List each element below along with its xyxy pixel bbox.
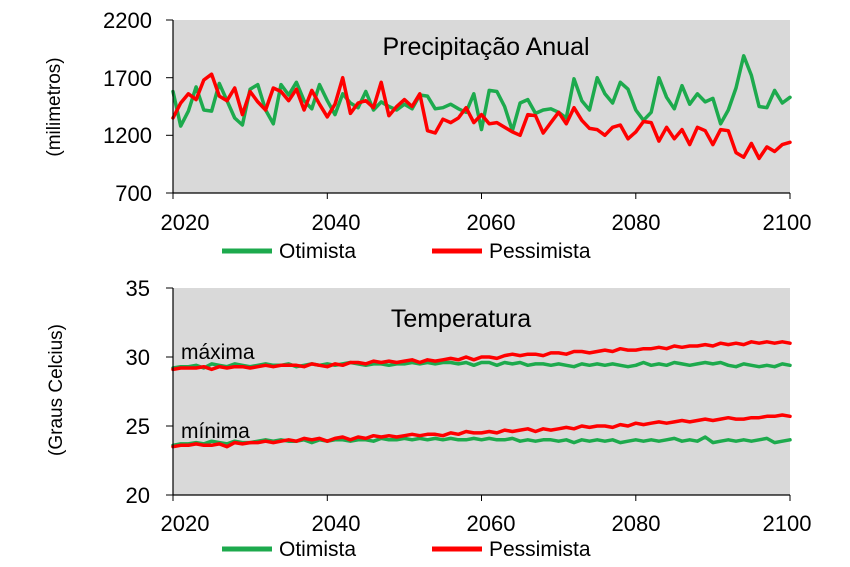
precip-y-ticks: 700 1200 1700 2200: [103, 8, 173, 206]
precip-y-tick-label: 700: [115, 181, 152, 206]
temp-legend-label-pessimista: Pessimista: [489, 538, 591, 561]
temp-plot-area: [173, 288, 790, 495]
temp-x-tick-label: 2020: [161, 511, 210, 536]
series-line-otimista: [171, 54, 792, 133]
series-line-pessimista: [171, 72, 792, 161]
temp-x-tick-label: 2100: [763, 511, 812, 536]
precip-x-tick-label: 2040: [312, 210, 361, 235]
temp-y-tick-label: 35: [126, 276, 150, 301]
temp-legend-label-otimista: Otimista: [279, 538, 356, 561]
temp-y-tick-label: 30: [126, 345, 150, 370]
precip-y-axis-label: (milimetros): [44, 57, 65, 156]
precip-x-ticks: 2020 2040 2060 2080 2100: [161, 193, 812, 235]
series-line-pessimista-máxima: [171, 340, 792, 372]
temp-y-ticks: 20 25 30 35: [126, 276, 173, 508]
precip-legend-label-pessimista: Pessimista: [489, 240, 591, 263]
precip-x-tick-label: 2060: [467, 210, 516, 235]
series-line-pessimista-mínima: [171, 413, 792, 449]
temp-annotation-minima: mínima: [181, 420, 250, 443]
temp-annotation-maxima: máxima: [181, 341, 255, 364]
precip-y-tick-label: 1700: [103, 66, 152, 91]
temp-y-tick-label: 20: [126, 483, 150, 508]
temp-x-ticks: 2020 2040 2060 2080 2100: [161, 495, 812, 536]
temp-y-tick-label: 25: [126, 414, 150, 439]
precip-x-tick-label: 2020: [161, 210, 210, 235]
temp-x-tick-label: 2080: [612, 511, 661, 536]
precip-legend-label-otimista: Otimista: [279, 240, 356, 263]
precip-x-tick-label: 2100: [763, 210, 812, 235]
precip-series-layer: [171, 54, 792, 161]
temp-series-layer: [171, 340, 792, 449]
precipitation-chart: 700 1200 1700 2200 2020 2040 2060 2080 2…: [44, 8, 811, 263]
temp-x-tick-label: 2060: [467, 511, 516, 536]
temp-y-axis-label: (Graus Celcius): [46, 324, 67, 456]
precip-legend: Otimista Pessimista: [222, 240, 591, 263]
precip-chart-title: Precipitação Anual: [382, 33, 589, 61]
temp-x-tick-label: 2040: [312, 511, 361, 536]
temp-chart-title: Temperatura: [391, 305, 531, 333]
precip-y-tick-label: 1200: [103, 123, 152, 148]
precip-y-tick-label: 2200: [103, 8, 152, 33]
temp-legend: Otimista Pessimista: [222, 538, 591, 561]
precip-x-tick-label: 2080: [612, 210, 661, 235]
temperature-chart: 20 25 30 35 2020 2040 2060 2080 2100 Tem…: [46, 276, 811, 561]
